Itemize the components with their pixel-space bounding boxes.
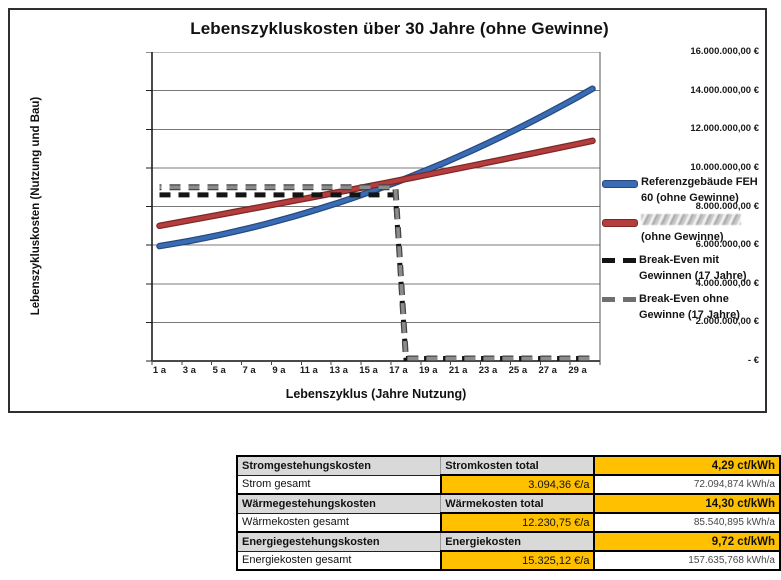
table-row-energiekosten-gesamt: Energiekosten gesamt 15.325,12 €/a 157.6… bbox=[236, 550, 781, 571]
x-axis-tick-label: 17 a bbox=[389, 365, 408, 376]
chart-box: Lebenszykluskosten über 30 Jahre (ohne G… bbox=[8, 8, 767, 413]
chart-title: Lebenszykluskosten über 30 Jahre (ohne G… bbox=[190, 19, 609, 38]
strom-gesamt-energy-value: 72.094,874 kWh/a bbox=[593, 474, 781, 495]
energiekosten-header: Energiekosten bbox=[440, 531, 595, 552]
strom-gesamt-cost-value: 3.094,36 €/a bbox=[439, 474, 596, 495]
x-axis-tick-label: 25 a bbox=[508, 365, 528, 376]
energiekosten-value: 9,72 ct/kWh bbox=[593, 531, 781, 552]
table-row-waermekosten-gesamt: Wärmekosten gesamt 12.230,75 €/a 85.540,… bbox=[236, 512, 781, 533]
legend-label: Referenzgebäude FEH 60 (ohne Gewinne) bbox=[641, 176, 758, 204]
legend-item-referenzgebaeude: Referenzgebäude FEH 60 (ohne Gewinne) bbox=[602, 175, 766, 207]
energy-cost-table: Stromgestehungskosten Stromkosten total … bbox=[236, 455, 781, 571]
legend-label: Break-Even ohne Gewinne (17 Jahre) bbox=[639, 292, 740, 321]
stromkosten-total-value: 4,29 ct/kWh bbox=[593, 455, 781, 476]
red-line-marker-icon bbox=[602, 218, 638, 227]
x-axis-tick-label: 21 a bbox=[448, 365, 468, 376]
x-axis-tick-label: 9 a bbox=[272, 365, 286, 376]
redacted-series-name bbox=[641, 213, 741, 225]
x-axis-tick-label: 1 a bbox=[152, 365, 167, 376]
energiekosten-gesamt-energy-value: 157.635,768 kWh/a bbox=[593, 550, 781, 571]
legend-item-break-even-ohne-gewinne: Break-Even ohne Gewinne (17 Jahre) bbox=[602, 292, 766, 324]
legend-label: (ohne Gewinne) bbox=[641, 213, 766, 246]
x-axis-title: Lebenszyklus (Jahre Nutzung) bbox=[285, 387, 467, 401]
energiegestehungskosten-header: Energiegestehungskosten bbox=[236, 531, 442, 552]
table-row-waerme-header: Wärmegestehungskosten Wärmekosten total … bbox=[236, 493, 781, 514]
y-axis-tick-label: 10.000.000,00 € bbox=[690, 161, 759, 173]
y-axis-tick-label: 12.000.000,00 € bbox=[690, 123, 759, 135]
waermekosten-total-header: Wärmekosten total bbox=[440, 493, 595, 514]
table-row-strom-header: Stromgestehungskosten Stromkosten total … bbox=[236, 455, 781, 476]
waermekosten-gesamt-label: Wärmekosten gesamt bbox=[236, 512, 442, 533]
waermekosten-gesamt-energy-value: 85.540,895 kWh/a bbox=[593, 512, 781, 533]
y-axis-tick-label: 16.000.000,00 € bbox=[690, 46, 759, 57]
y-axis-tick-label: 2.000.000,00 € bbox=[695, 316, 759, 328]
y-axis-tick-label: 6.000.000,00 € bbox=[695, 239, 759, 251]
legend-label-suffix: (ohne Gewinne) bbox=[641, 230, 724, 243]
x-axis-tick-label: 15 a bbox=[359, 365, 378, 376]
series-line-referenzgebaeude-outline bbox=[156, 85, 596, 250]
gray-dashed-marker-icon bbox=[602, 296, 636, 302]
chart-legend: Referenzgebäude FEH 60 (ohne Gewinne) (o… bbox=[602, 175, 766, 324]
table-row-strom-gesamt: Strom gesamt 3.094,36 €/a 72.094,874 kWh… bbox=[236, 474, 781, 495]
energiekosten-gesamt-label: Energiekosten gesamt bbox=[236, 550, 442, 571]
y-axis-tick-label: 8.000.000,00 € bbox=[695, 200, 759, 212]
waermekosten-gesamt-cost-value: 12.230,75 €/a bbox=[439, 512, 596, 533]
legend-item-redacted-series: (ohne Gewinne) bbox=[602, 213, 766, 246]
x-axis-tick-label: 27 a bbox=[538, 365, 557, 376]
x-axis-tick-label: 3 a bbox=[182, 365, 196, 376]
x-axis-tick-label: 5 a bbox=[212, 365, 226, 376]
table-row-energie-header: Energiegestehungskosten Energiekosten 9,… bbox=[236, 531, 781, 552]
break-even-line-mit-gewinnen bbox=[159, 192, 593, 361]
plot-area bbox=[146, 52, 601, 365]
y-axis-tick-label: 4.000.000,00 € bbox=[695, 277, 759, 289]
series-line-referenzgebaeude bbox=[157, 86, 595, 249]
x-axis-tick-label: 13 a bbox=[329, 365, 348, 376]
black-dashed-marker-icon bbox=[602, 257, 636, 263]
legend-label: Break-Even mit Gewinnen (17 Jahre) bbox=[639, 253, 747, 282]
waermekosten-total-value: 14,30 ct/kWh bbox=[593, 493, 781, 514]
stromkosten-total-header: Stromkosten total bbox=[440, 455, 595, 476]
x-axis-tick-label: 11 a bbox=[299, 365, 318, 376]
y-axis-title: Lebenszykluskosten (Nutzung und Bau) bbox=[30, 96, 42, 316]
x-axis-tick-label: 19 a bbox=[419, 365, 438, 376]
break-even-line-ohne-gewinne bbox=[159, 185, 593, 361]
stromgestehungskosten-header: Stromgestehungskosten bbox=[236, 455, 442, 476]
y-axis-tick-label: 14.000.000,00 € bbox=[690, 84, 759, 96]
energiekosten-gesamt-cost-value: 15.325,12 €/a bbox=[439, 550, 596, 571]
legend-item-break-even-mit-gewinnen: Break-Even mit Gewinnen (17 Jahre) bbox=[602, 253, 766, 285]
series-line-variant bbox=[157, 138, 595, 228]
y-axis-tick-label: - € bbox=[747, 355, 759, 366]
strom-gesamt-label: Strom gesamt bbox=[236, 474, 442, 495]
x-axis-tick-label: 23 a bbox=[478, 365, 498, 376]
waermegestehungskosten-header: Wärmegestehungskosten bbox=[236, 493, 442, 514]
x-axis-tick-label: 29 a bbox=[568, 365, 587, 376]
x-axis-tick-label: 7 a bbox=[242, 365, 256, 376]
blue-line-marker-icon bbox=[602, 180, 638, 188]
